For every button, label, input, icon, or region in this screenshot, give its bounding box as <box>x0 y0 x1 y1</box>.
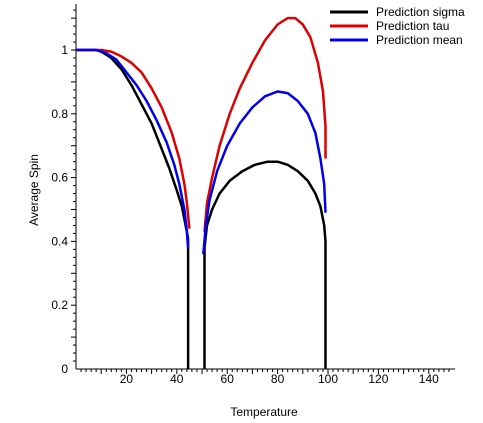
series-prediction-tau <box>76 16 327 232</box>
x-tick-label: 140 <box>419 372 439 386</box>
series-line <box>202 90 327 255</box>
y-tick-label: 0.8 <box>51 107 68 121</box>
x-tick-label: 60 <box>221 372 235 386</box>
axes: 20 40 60 80 100 120 140 0 0.2 0.4 0.6 0.8 1 <box>51 4 455 386</box>
x-tick-label: 120 <box>368 372 388 386</box>
x-tick-label: 100 <box>318 372 338 386</box>
series-prediction-mean <box>76 48 327 255</box>
y-tick-label: 0.2 <box>51 298 68 312</box>
series-line <box>203 16 327 232</box>
legend-label: Prediction tau <box>376 19 449 33</box>
legend-label: Prediction mean <box>376 33 463 47</box>
y-tick-label: 1 <box>61 43 68 57</box>
x-tick-label: 20 <box>120 372 134 386</box>
series-line <box>76 48 191 229</box>
x-tick-label: 40 <box>170 372 184 386</box>
series-prediction-sigma <box>76 48 327 369</box>
series-layer <box>76 16 327 369</box>
y-tick-label: 0.6 <box>51 171 68 185</box>
y-tick-label: 0.4 <box>51 234 68 248</box>
legend-label: Prediction sigma <box>376 5 465 19</box>
series-line <box>203 160 327 369</box>
x-axis-title: Temperature <box>230 405 298 419</box>
y-tick-label: 0 <box>61 362 68 376</box>
y-axis-title: Average Spin <box>27 154 41 226</box>
series-line <box>76 48 190 248</box>
x-tick-label: 80 <box>271 372 285 386</box>
